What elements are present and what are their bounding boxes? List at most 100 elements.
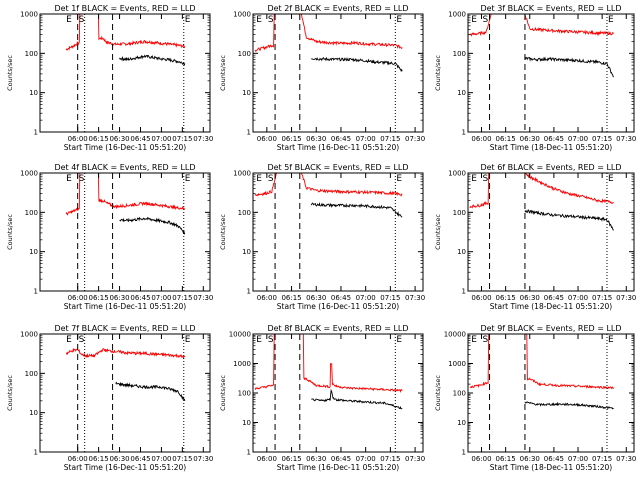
y-axis-label: Counts/sec xyxy=(434,55,442,91)
series-events-line xyxy=(119,216,186,235)
x-tick-label: 06:45 xyxy=(331,294,351,302)
x-tick-label: 07:15 xyxy=(172,455,192,463)
x-tick-label: 07:15 xyxy=(380,455,400,463)
x-tick-label: 07:00 xyxy=(151,455,171,463)
y-tick-label: 10 xyxy=(29,89,38,97)
x-tick-label: 07:15 xyxy=(380,135,400,143)
x-tick-label: 06:30 xyxy=(520,455,540,463)
y-tick-label: 10 xyxy=(242,248,251,256)
chart-title: Det 9f BLACK = Events, RED = LLD xyxy=(480,324,621,333)
y-tick-label: 10000 xyxy=(444,331,466,339)
x-tick-label: 06:45 xyxy=(544,455,564,463)
chart-title: Det 3f BLACK = Events, RED = LLD xyxy=(480,4,621,13)
y-tick-label: 10 xyxy=(242,89,251,97)
y-tick-label: 100 xyxy=(25,50,38,58)
x-tick-label: 06:45 xyxy=(331,135,351,143)
series-lld-line xyxy=(65,347,186,360)
x-tick-label: 06:15 xyxy=(89,135,109,143)
plot-frame xyxy=(252,13,424,133)
plot-frame xyxy=(39,333,211,453)
y-tick-label: 100 xyxy=(453,390,466,398)
plot-frame xyxy=(467,13,635,133)
y-tick-label: 1 xyxy=(247,129,251,137)
y-tick-label: 100 xyxy=(25,370,38,378)
y-tick-label: 1 xyxy=(34,449,38,457)
y-tick-label: 1 xyxy=(462,288,466,296)
x-tick-label: 07:30 xyxy=(616,455,636,463)
x-tick-label: 06:45 xyxy=(544,294,564,302)
x-tick-label: 07:00 xyxy=(568,455,588,463)
x-tick-label: 06:15 xyxy=(89,294,109,302)
x-tick-label: 06:15 xyxy=(89,455,109,463)
x-tick-label: 06:15 xyxy=(496,455,516,463)
y-tick-label: 10 xyxy=(457,419,466,427)
y-tick-label: 1 xyxy=(247,288,251,296)
y-tick-label: 1000 xyxy=(20,170,38,178)
chart-title: Det 6f BLACK = Events, RED = LLD xyxy=(480,163,621,172)
x-tick-label: 06:30 xyxy=(306,135,326,143)
x-tick-label: 06:45 xyxy=(130,455,150,463)
series-lld-line xyxy=(469,14,615,37)
y-tick-label: 1000 xyxy=(20,11,38,19)
x-tick-label: 06:45 xyxy=(130,135,150,143)
x-tick-label: 06:00 xyxy=(68,455,88,463)
x-tick-label: 07:30 xyxy=(616,294,636,302)
series-events-line xyxy=(311,56,403,73)
y-tick-label: 1000 xyxy=(448,11,466,19)
y-tick-label: 10 xyxy=(29,409,38,417)
x-tick-label: 07:00 xyxy=(568,135,588,143)
plot-frame xyxy=(467,333,635,453)
marker-label-e: E xyxy=(185,15,191,25)
plot-frame xyxy=(39,13,211,133)
series-lld-line xyxy=(65,14,186,51)
series-lld-line xyxy=(65,173,186,216)
series-events-line xyxy=(524,209,614,231)
y-axis-label: Counts/sec xyxy=(219,55,227,91)
plot-frame xyxy=(252,172,424,292)
marker-label-e: E xyxy=(66,15,72,25)
marker-label-e: E xyxy=(396,174,402,184)
series-lld-line xyxy=(254,334,403,393)
marker-label-s: S xyxy=(79,15,85,25)
x-tick-label: 06:30 xyxy=(520,135,540,143)
marker-label-e: E xyxy=(471,174,477,184)
x-axis-label: Start Time (18-Dec-11 05:51:20) xyxy=(490,143,612,152)
marker-label-e: E xyxy=(66,174,72,184)
y-axis-label: Counts/sec xyxy=(219,375,227,411)
y-tick-label: 1000 xyxy=(233,360,251,368)
chart-title: Det 7f BLACK = Events, RED = LLD xyxy=(54,324,195,333)
x-tick-label: 07:30 xyxy=(405,135,425,143)
y-tick-label: 1000 xyxy=(233,11,251,19)
x-tick-label: 06:00 xyxy=(257,455,277,463)
y-axis-label: Counts/sec xyxy=(6,375,14,411)
y-tick-label: 10 xyxy=(457,248,466,256)
x-tick-label: 06:30 xyxy=(109,455,129,463)
x-tick-label: 06:00 xyxy=(471,455,491,463)
chart-title: Det 8f BLACK = Events, RED = LLD xyxy=(267,324,408,333)
series-lld-line xyxy=(254,14,403,52)
y-axis-label: Counts/sec xyxy=(434,214,442,250)
x-tick-label: 06:15 xyxy=(281,294,301,302)
x-tick-label: 07:15 xyxy=(380,294,400,302)
marker-label-s: S xyxy=(268,174,274,184)
y-tick-label: 1000 xyxy=(448,360,466,368)
series-events-line xyxy=(115,381,186,402)
x-tick-label: 06:00 xyxy=(471,294,491,302)
x-tick-label: 06:30 xyxy=(306,294,326,302)
marker-label-e: E xyxy=(185,335,191,345)
x-tick-label: 07:00 xyxy=(356,455,376,463)
y-tick-label: 100 xyxy=(25,209,38,217)
plot-frame xyxy=(467,172,635,292)
x-axis-label: Start Time (18-Dec-11 05:51:20) xyxy=(490,302,612,311)
x-tick-label: 06:00 xyxy=(68,135,88,143)
x-tick-label: 06:00 xyxy=(471,135,491,143)
marker-label-e: E xyxy=(185,174,191,184)
x-tick-label: 07:30 xyxy=(193,455,213,463)
marker-label-e: E xyxy=(396,335,402,345)
x-tick-label: 07:15 xyxy=(592,135,612,143)
